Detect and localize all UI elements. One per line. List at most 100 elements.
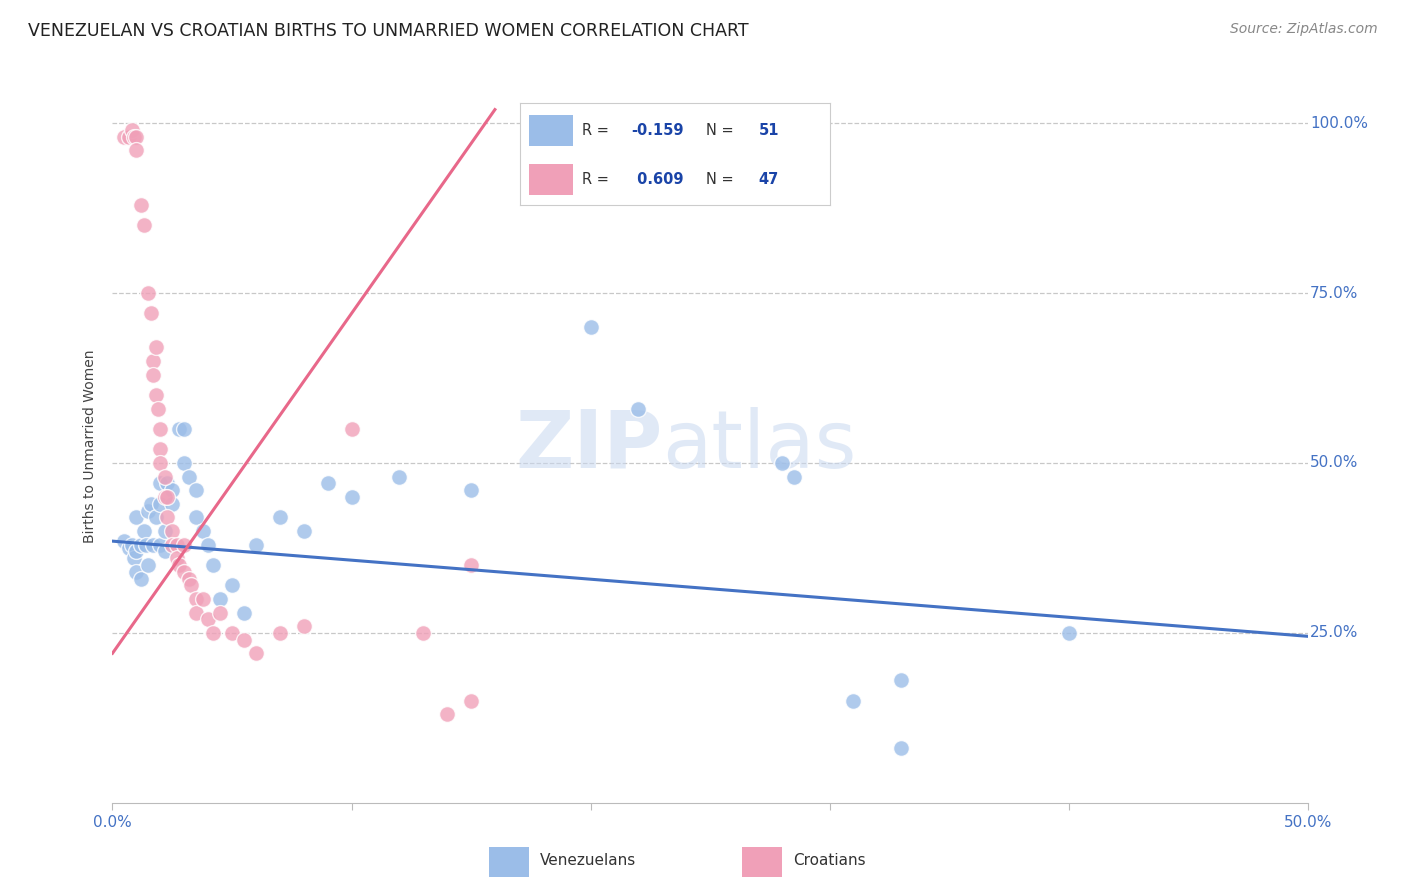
FancyBboxPatch shape — [530, 164, 572, 194]
Text: 51: 51 — [758, 123, 779, 137]
Point — [149, 422, 172, 436]
Text: 0.609: 0.609 — [631, 172, 683, 187]
Point — [232, 606, 256, 620]
Point — [627, 401, 650, 416]
Point — [139, 306, 162, 320]
Point — [153, 544, 176, 558]
Point — [146, 401, 169, 416]
Point — [149, 442, 172, 457]
Point — [186, 606, 208, 620]
Point — [245, 537, 267, 551]
Point — [412, 626, 434, 640]
Point — [208, 591, 231, 606]
Text: ZIP: ZIP — [515, 407, 662, 485]
Point — [201, 558, 224, 572]
Point — [145, 510, 167, 524]
Point — [173, 537, 195, 551]
Point — [201, 626, 224, 640]
Point — [153, 469, 176, 483]
Point — [316, 476, 339, 491]
Point — [436, 707, 458, 722]
Point — [221, 578, 243, 592]
Text: 25.0%: 25.0% — [1310, 625, 1358, 640]
Point — [142, 537, 165, 551]
Point — [118, 541, 141, 555]
Point — [292, 619, 315, 633]
Point — [129, 537, 152, 551]
Point — [162, 483, 183, 498]
Point — [149, 456, 172, 470]
Point — [125, 565, 148, 579]
Point — [162, 537, 183, 551]
Point — [177, 572, 200, 586]
Point — [125, 510, 148, 524]
Point — [460, 558, 482, 572]
Point — [460, 694, 482, 708]
Point — [138, 558, 160, 572]
Text: 50.0%: 50.0% — [1310, 456, 1358, 470]
Point — [156, 476, 179, 491]
Point — [340, 490, 363, 504]
Text: Source: ZipAtlas.com: Source: ZipAtlas.com — [1230, 22, 1378, 37]
Point — [197, 537, 219, 551]
Point — [186, 510, 208, 524]
Point — [149, 537, 172, 551]
Text: VENEZUELAN VS CROATIAN BIRTHS TO UNMARRIED WOMEN CORRELATION CHART: VENEZUELAN VS CROATIAN BIRTHS TO UNMARRI… — [28, 22, 749, 40]
FancyBboxPatch shape — [530, 115, 572, 145]
Point — [173, 456, 195, 470]
Point — [232, 632, 256, 647]
Point — [129, 198, 152, 212]
Text: Croatians: Croatians — [793, 854, 866, 868]
Point — [770, 456, 793, 470]
Point — [340, 422, 363, 436]
Point — [125, 544, 148, 558]
FancyBboxPatch shape — [742, 847, 782, 877]
Point — [388, 469, 411, 483]
Point — [579, 320, 602, 334]
Point — [121, 123, 143, 137]
Point — [173, 565, 195, 579]
Point — [138, 503, 160, 517]
Point — [145, 388, 167, 402]
Point — [193, 524, 215, 538]
Point — [782, 469, 804, 483]
Point — [1057, 626, 1080, 640]
Point — [269, 626, 291, 640]
Text: N =: N = — [706, 123, 738, 137]
Point — [122, 129, 145, 144]
Point — [460, 483, 482, 498]
Point — [125, 129, 148, 144]
Point — [169, 558, 191, 572]
Point — [114, 534, 135, 549]
Point — [132, 524, 155, 538]
Text: Venezuelans: Venezuelans — [540, 854, 636, 868]
Point — [186, 591, 208, 606]
Point — [842, 694, 865, 708]
Point — [166, 551, 188, 566]
Point — [890, 741, 912, 756]
Point — [153, 524, 176, 538]
Point — [269, 510, 291, 524]
Point — [890, 673, 912, 688]
Point — [114, 129, 135, 144]
Point — [135, 537, 157, 551]
Point — [138, 286, 160, 301]
Point — [166, 537, 188, 551]
Point — [129, 572, 152, 586]
Point — [121, 537, 143, 551]
Point — [186, 483, 208, 498]
Point — [197, 612, 219, 626]
Point — [142, 368, 165, 382]
Point — [149, 476, 172, 491]
Point — [156, 490, 179, 504]
Text: -0.159: -0.159 — [631, 123, 685, 137]
Text: atlas: atlas — [662, 407, 856, 485]
Point — [156, 510, 179, 524]
FancyBboxPatch shape — [489, 847, 529, 877]
Point — [145, 341, 167, 355]
Point — [180, 578, 202, 592]
Y-axis label: Births to Unmarried Women: Births to Unmarried Women — [83, 350, 97, 542]
Text: R =: R = — [582, 172, 613, 187]
Point — [193, 591, 215, 606]
Point — [149, 497, 172, 511]
